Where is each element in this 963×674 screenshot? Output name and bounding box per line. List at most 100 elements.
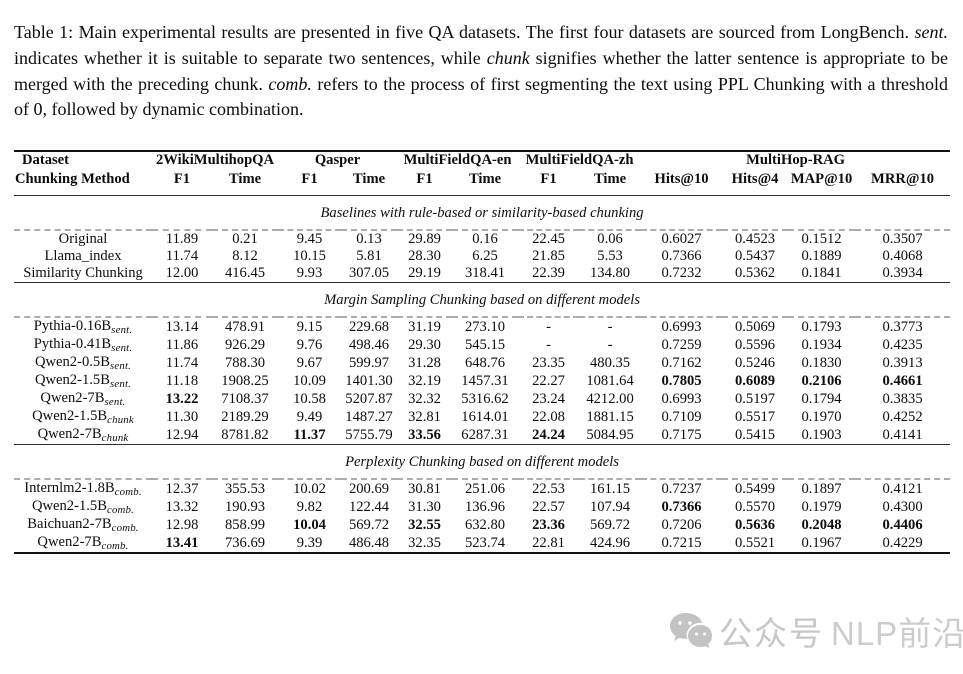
table-cell: 0.3773	[882, 318, 923, 335]
table-cell: 10.09	[293, 372, 326, 389]
wechat-icon	[670, 613, 712, 648]
table-cell: 13.14	[165, 318, 199, 335]
table-cell: 32.32	[408, 390, 441, 407]
header-metric-mrr-10: MRR@10	[855, 169, 951, 196]
caption-text: indicates whether it is suitable to sepa…	[14, 47, 487, 68]
table-cell: 0.7175	[661, 426, 702, 443]
table-cell: 0.4121	[882, 480, 923, 497]
table-cell: 0.5521	[734, 534, 776, 551]
method-subscript: sent.	[104, 396, 126, 408]
table-cell: 0.7109	[661, 408, 702, 425]
table-cell: 13.41	[165, 534, 199, 551]
header-group-multihop-rag: MultiHop-RAG	[746, 152, 846, 168]
table-cell: 0.16	[472, 231, 498, 247]
table-cell: 0.4406	[882, 516, 923, 533]
caption-term-chunk: chunk	[486, 47, 530, 68]
caption-text: refers to the process of first segmentin…	[14, 73, 948, 120]
table-cell: 12.98	[165, 516, 199, 533]
header-group-multifieldqa-en: MultiFieldQA-en	[403, 152, 512, 168]
caption-term-comb: comb.	[268, 73, 312, 94]
table-cell: 32.81	[408, 408, 441, 425]
table-cell: 5755.79	[345, 426, 393, 443]
table-cell: 1614.01	[461, 408, 509, 425]
table-cell: 6287.31	[461, 426, 509, 443]
method-name: Similarity Chunking	[23, 265, 143, 281]
table-cell: 0.1793	[801, 318, 842, 335]
header-metric-time: Time	[341, 169, 398, 196]
table-cell: 10.15	[293, 248, 326, 264]
table-cell: 10.02	[293, 480, 326, 497]
table-cell: -	[546, 336, 551, 353]
table-cell: 30.81	[408, 480, 441, 497]
table-cell: 29.30	[408, 336, 441, 353]
method-name: Qwen2-0.5Bsent.	[34, 354, 132, 372]
table-cell: 9.15	[296, 318, 323, 335]
table-cell: 0.5596	[734, 336, 776, 353]
table-cell: 0.1903	[801, 426, 842, 443]
table-cell: 5207.87	[345, 390, 393, 407]
table-cell: 6.25	[472, 248, 498, 264]
method-subscript: comb.	[111, 522, 139, 534]
table-cell: 122.44	[348, 498, 390, 515]
table-cell: 12.94	[165, 426, 199, 443]
table-cell: 1487.27	[345, 408, 393, 425]
table-cell: 9.82	[296, 498, 323, 515]
method-name: Pythia-0.41Bsent.	[33, 336, 133, 354]
table-cell: 5.53	[597, 248, 623, 264]
table-cell: 7108.37	[221, 390, 269, 407]
table-cell: 12.37	[165, 480, 199, 497]
table-cell: 0.4141	[882, 426, 923, 443]
method-name: Qwen2-1.5Bsent.	[34, 372, 132, 390]
table-cell: 416.45	[224, 265, 266, 281]
table-row: Pythia-0.41Bsent. 11.86 926.29 9.76 498.46 29…	[14, 336, 950, 354]
table-cell: 32.35	[408, 534, 441, 551]
table-cell: 9.93	[296, 265, 323, 281]
table-cell: -	[607, 336, 613, 353]
method-subscript: sent.	[109, 360, 132, 372]
table-cell: 9.49	[296, 408, 323, 425]
table-cell: 21.85	[532, 248, 565, 264]
table-cell: 0.4252	[882, 408, 923, 425]
table-cell: 0.3835	[882, 390, 923, 407]
table-cell: 0.1979	[801, 498, 842, 515]
table-cell: 1457.31	[461, 372, 509, 389]
table-caption: Table 1: Main experimental results are p…	[14, 20, 948, 123]
table-cell: 4212.00	[586, 390, 634, 407]
table-cell: 22.57	[532, 498, 565, 515]
section-title-row: Margin Sampling Chunking based on differ…	[14, 283, 950, 317]
table-cell: 33.56	[408, 426, 441, 443]
method-subscript: comb.	[114, 486, 142, 498]
method-subscript: comb.	[106, 504, 135, 516]
header-metric-time: Time	[579, 169, 642, 196]
table-cell: 9.45	[296, 231, 323, 247]
table-cell: 11.30	[165, 408, 199, 425]
table-row: Qwen2-7Bcomb. 13.41 736.69 9.39 486.48 32.35 5…	[14, 534, 950, 553]
table-cell: 480.35	[589, 354, 631, 371]
table-cell: 0.7805	[661, 372, 702, 389]
table-cell: 1401.30	[345, 372, 393, 389]
table-cell: 29.89	[408, 231, 441, 247]
table-cell: 11.37	[293, 426, 326, 443]
table-cell: 22.45	[532, 231, 565, 247]
table-cell: 11.18	[165, 372, 199, 389]
table-row: Qwen2-1.5Bsent. 11.18 1908.25 10.09 1401.30 3…	[14, 372, 950, 390]
caption-text: signifies whether the latter sentence is…	[14, 47, 949, 94]
solid-rule	[14, 282, 951, 283]
table-cell: 926.29	[224, 336, 266, 353]
table-wrapper: Dataset 2WikiMultihopQA Qasper MultiFieldQA…	[14, 150, 951, 554]
table-cell: 9.76	[296, 336, 323, 353]
table-cell: 0.1794	[801, 390, 842, 407]
table-cell: 0.4229	[882, 534, 923, 551]
table-row: Qwen2-1.5Bcomb. 13.32 190.93 9.82 122.44 31.3…	[14, 498, 950, 516]
method-name: Qwen2-7Bchunk	[37, 426, 129, 444]
table-cell: 498.46	[348, 336, 390, 353]
table-cell: 31.30	[408, 498, 441, 515]
header-metric-f1: F1	[397, 169, 453, 196]
table-cell: 858.99	[224, 516, 266, 533]
table-cell: 9.39	[296, 534, 323, 551]
method-name: Qwen2-7Bsent.	[40, 390, 126, 408]
table-cell: 0.7366	[661, 498, 702, 515]
table-cell: 12.00	[165, 265, 199, 281]
section-title: Margin Sampling Chunking based on differ…	[324, 292, 640, 308]
table-cell: 0.3507	[882, 231, 923, 247]
